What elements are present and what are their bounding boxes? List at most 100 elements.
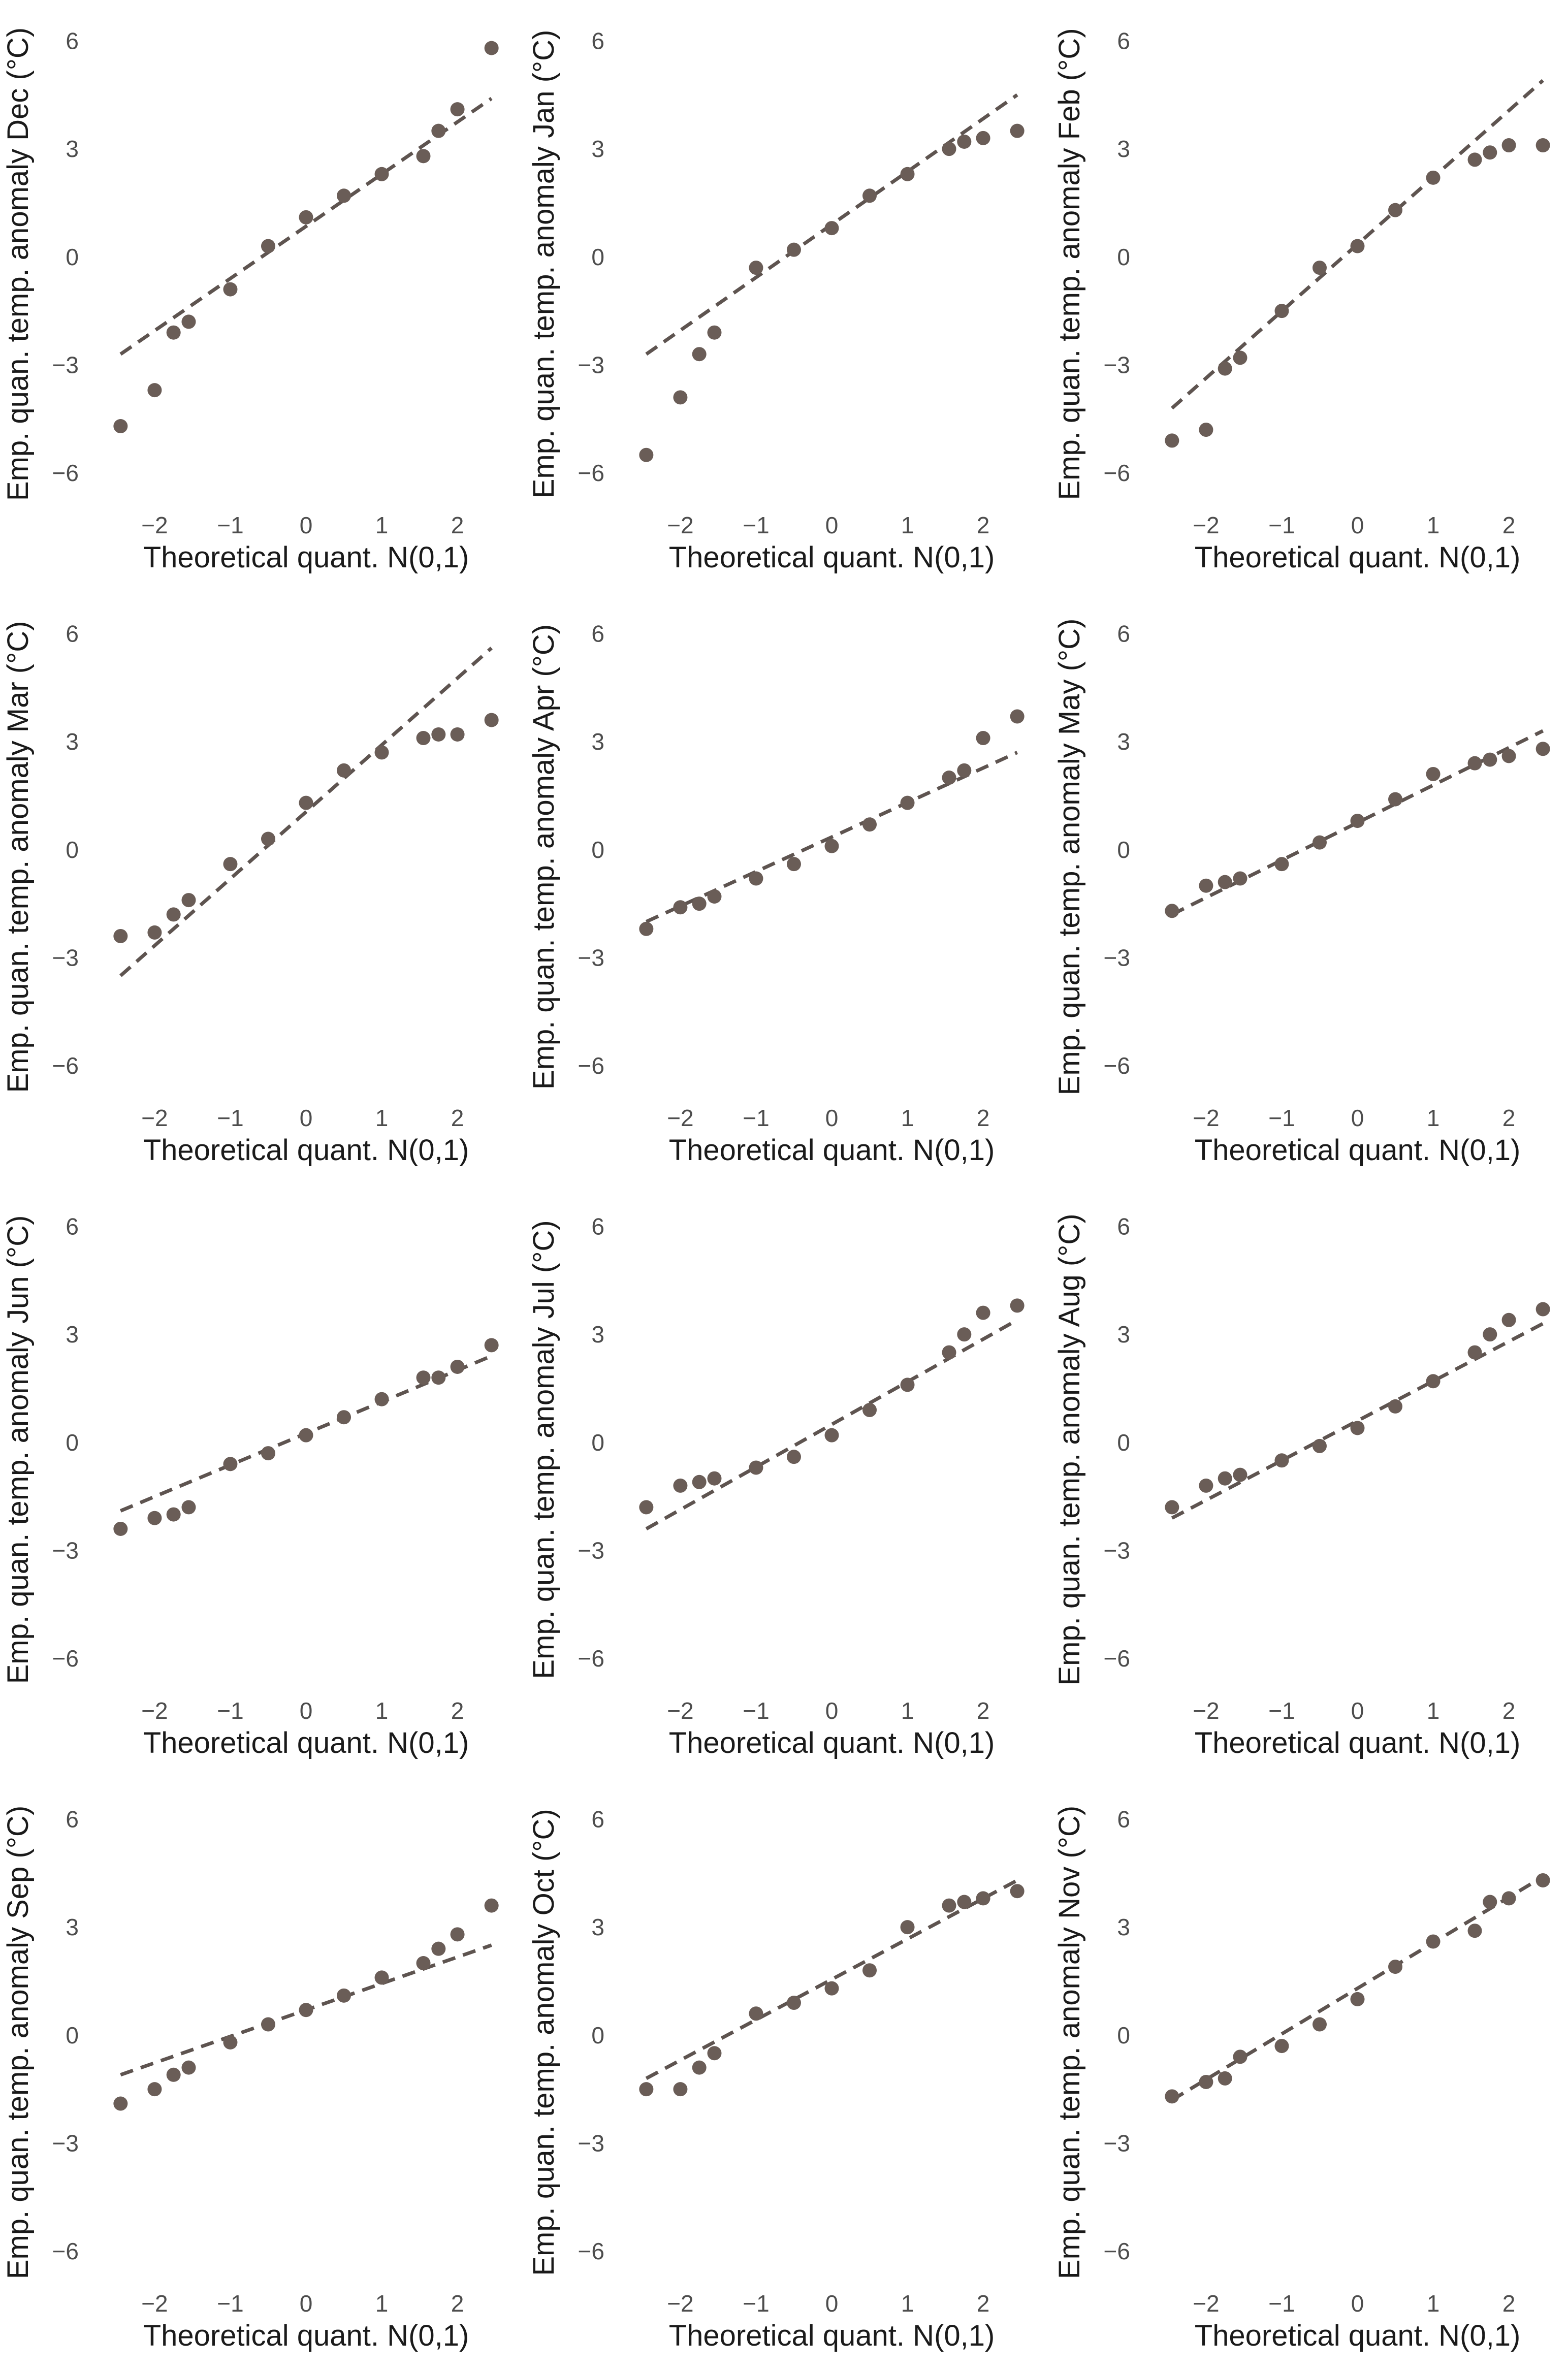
reference-line (645, 1878, 1018, 2080)
data-point (692, 896, 707, 911)
data-point (147, 2082, 162, 2097)
y-tick-label: 3 (1117, 728, 1130, 755)
y-tick-label: 3 (591, 728, 604, 755)
y-tick-label: −3 (578, 945, 604, 971)
data-point (337, 763, 351, 778)
y-tick-label: 6 (1117, 1213, 1130, 1239)
data-point (692, 2060, 707, 2075)
x-tick-label: 1 (1427, 1698, 1440, 1724)
y-tick-label: −6 (1104, 460, 1130, 486)
data-point (786, 1996, 801, 2010)
data-point (1535, 1302, 1550, 1317)
y-axis-title: Emp. quan. temp. anomaly Feb (°C) (1053, 28, 1086, 500)
y-tick-label: 0 (66, 2022, 79, 2048)
y-tick-label: 0 (1117, 244, 1130, 270)
x-tick-label: 0 (1351, 1698, 1364, 1724)
x-tick-label: −1 (743, 1105, 769, 1131)
data-point (786, 857, 801, 872)
data-point (450, 1927, 465, 1942)
qq-plot-aug: −6 −3 0 3 6 −2 −1 0 1 2 Theoretical quant. N(0,1) E… (1051, 1186, 1568, 1775)
data-point (1312, 835, 1327, 850)
x-tick-label: 0 (300, 1698, 313, 1724)
data-point (337, 1410, 351, 1425)
x-tick-label: 1 (1427, 2290, 1440, 2317)
reference-line (1171, 1322, 1544, 1520)
data-point (942, 771, 956, 785)
data-point (1199, 423, 1213, 437)
data-point (113, 1521, 128, 1536)
data-point (707, 2046, 722, 2061)
y-tick-label: 3 (1117, 1321, 1130, 1348)
data-point (374, 1970, 389, 1985)
x-axis-title: Theoretical quant. N(0,1) (143, 1134, 469, 1167)
x-tick-label: −1 (217, 1698, 243, 1724)
data-point (976, 131, 990, 145)
data-point (1388, 1399, 1403, 1414)
y-tick-label: −6 (1104, 1052, 1130, 1079)
y-tick-label: −6 (578, 1645, 604, 1672)
data-point (942, 1345, 956, 1360)
x-tick-label: −2 (1193, 1698, 1219, 1724)
data-point (1218, 2071, 1232, 2086)
data-point (673, 1478, 688, 1493)
x-tick-label: 1 (1427, 512, 1440, 538)
data-point (147, 383, 162, 398)
data-point (1274, 304, 1289, 318)
y-tick-label: −3 (578, 1538, 604, 1564)
x-axis-title: Theoretical quant. N(0,1) (1195, 1726, 1521, 1759)
y-tick-label: −3 (52, 2130, 79, 2157)
y-tick-label: 0 (66, 837, 79, 863)
data-point (900, 167, 915, 181)
y-axis-title: Emp. quan. temp. anomaly Sep (°C) (2, 1806, 35, 2279)
x-tick-label: −1 (217, 2290, 243, 2317)
data-point (1467, 1345, 1482, 1360)
data-point (957, 763, 972, 778)
data-point (450, 1359, 465, 1374)
x-tick-label: −2 (141, 1105, 168, 1131)
y-tick-label: −6 (1104, 1645, 1130, 1672)
qq-plot-jun: −6 −3 0 3 6 −2 −1 0 1 2 Theoretical quant. N(0,1) E… (0, 1186, 523, 1775)
data-point (223, 857, 238, 872)
y-tick-label: 6 (1117, 27, 1130, 54)
y-tick-label: −3 (1104, 1538, 1130, 1564)
y-tick-label: 3 (66, 136, 79, 162)
reference-line (1171, 1875, 1544, 2102)
y-tick-label: 0 (66, 244, 79, 270)
y-tick-label: 3 (66, 1914, 79, 1940)
x-tick-label: −1 (743, 1698, 769, 1724)
x-tick-label: 0 (825, 512, 839, 538)
x-axis-title: Theoretical quant. N(0,1) (1195, 1134, 1521, 1167)
data-point (1501, 1891, 1516, 1906)
reference-line (119, 647, 493, 977)
y-tick-label: 6 (591, 1213, 604, 1239)
x-tick-label: 2 (977, 1698, 990, 1724)
data-point (692, 1475, 707, 1489)
data-point (1467, 152, 1482, 167)
y-axis-title: Emp. quan. temp. anomaly Apr (°C) (527, 624, 560, 1090)
data-point (1218, 1471, 1232, 1486)
data-point (450, 727, 465, 742)
data-point (1535, 742, 1550, 756)
qq-plot-dec: −6 −3 0 3 6 −2 −1 0 1 2 Theoretical quant. N(0,1) E… (0, 0, 523, 589)
x-tick-label: 0 (300, 2290, 313, 2317)
data-point (1535, 138, 1550, 153)
y-tick-label: 6 (591, 1806, 604, 1832)
data-point (1312, 261, 1327, 275)
data-point (1274, 2039, 1289, 2054)
y-tick-label: 0 (591, 837, 604, 863)
y-tick-label: 3 (66, 1321, 79, 1348)
data-point (1165, 433, 1179, 448)
data-point (1483, 752, 1497, 767)
data-point (639, 921, 654, 936)
data-point (261, 831, 275, 846)
data-point (862, 188, 877, 203)
data-point (942, 1898, 956, 1913)
data-point (1274, 1453, 1289, 1468)
data-point (1483, 1895, 1497, 1909)
data-point (1426, 1934, 1441, 1949)
